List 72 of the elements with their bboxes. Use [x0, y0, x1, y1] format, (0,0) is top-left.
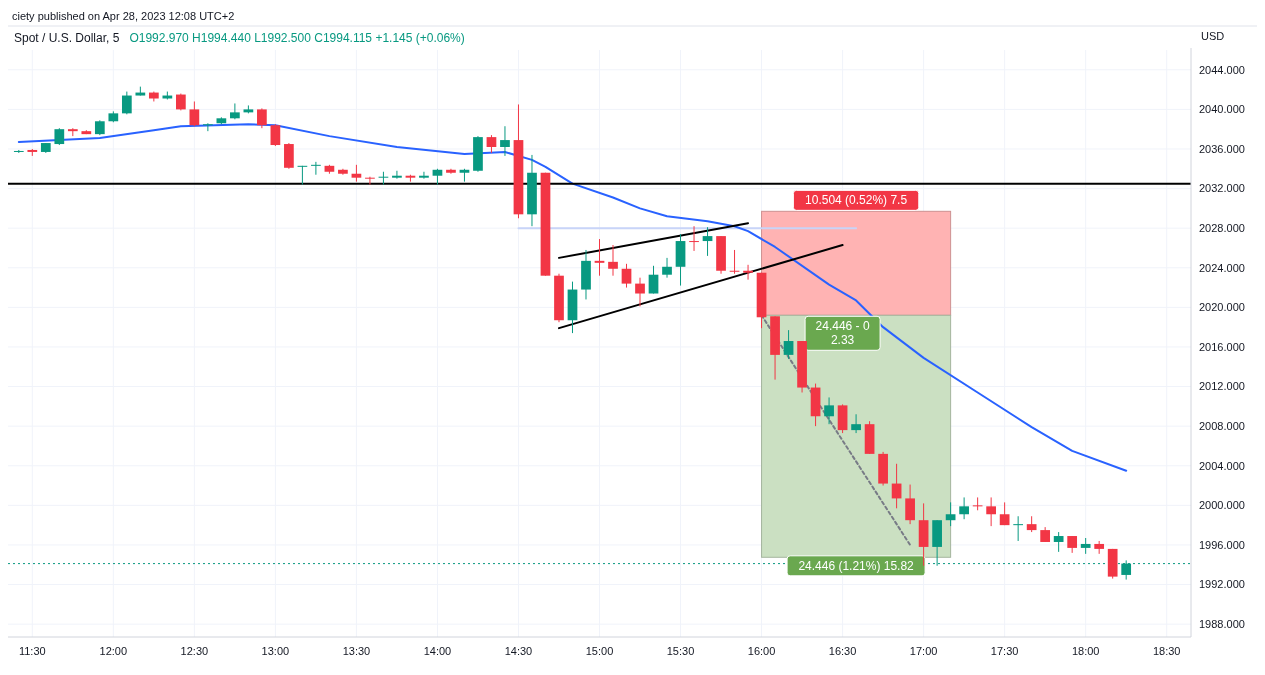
candlestick — [959, 496, 969, 520]
x-tick-label: 12:30 — [180, 645, 209, 657]
x-tick-label: 17:30 — [990, 645, 1019, 657]
x-tick-label: 16:30 — [828, 645, 857, 657]
y-tick-label: 2028.000 — [1199, 222, 1245, 235]
line-series — [17, 123, 1128, 472]
candlestick — [121, 91, 132, 115]
y-tick-label: 2008.000 — [1199, 420, 1245, 433]
candlestick — [608, 244, 618, 277]
y-tick-label: 2000.000 — [1199, 499, 1245, 512]
x-tick-label: 15:00 — [585, 645, 614, 657]
y-tick-label: 2004.000 — [1199, 459, 1245, 472]
annotation: 24.446 - 0 2.33 — [815, 319, 870, 348]
x-tick-label: 13:30 — [342, 645, 371, 657]
candlestick — [419, 171, 429, 180]
candlestick — [621, 263, 632, 289]
y-tick-label: 2044.000 — [1199, 63, 1245, 76]
candlestick — [203, 122, 213, 132]
y-tick-label: 1992.000 — [1199, 578, 1245, 591]
candlestick — [729, 249, 740, 275]
y-tick-label: 2020.000 — [1199, 301, 1245, 314]
candlestick — [189, 100, 200, 127]
candlestick — [689, 225, 699, 252]
text: ciety published on Apr 28, 2023 12:08 UTC+2 — [12, 10, 235, 22]
x-tick-label: 15:30 — [666, 645, 695, 657]
candlestick — [702, 226, 713, 257]
candlestick — [662, 257, 672, 279]
y-tick-label: 1996.000 — [1199, 538, 1245, 551]
candlestick — [824, 396, 834, 425]
x-tick-label: 18:00 — [1071, 645, 1100, 657]
y-tick-label: 2024.000 — [1199, 261, 1245, 274]
candlestick — [905, 484, 915, 525]
candlestick — [365, 176, 375, 186]
candlestick — [945, 501, 956, 527]
y-tick-label: 2036.000 — [1199, 142, 1245, 155]
x-tick-label: 16:00 — [747, 645, 776, 657]
candlestick — [851, 413, 861, 434]
candlestick — [986, 496, 996, 527]
candlestick — [270, 123, 281, 147]
annotation: 10.504 (0.52%) 7.5 — [805, 193, 908, 208]
candlestick — [1013, 515, 1023, 542]
y-tick-label: 2012.000 — [1199, 380, 1245, 393]
candlestick — [635, 277, 645, 307]
candlestick — [743, 264, 753, 281]
y-tick-label: 2032.000 — [1199, 182, 1245, 195]
candlestick — [378, 171, 389, 186]
candlestick — [392, 170, 402, 180]
y-tick-label: 1988.000 — [1199, 617, 1245, 630]
candlestick — [284, 142, 294, 170]
candlestick — [648, 265, 659, 295]
candlestick — [297, 165, 308, 186]
candlestick — [972, 496, 983, 511]
chart-subtitle: O1992.970 H1994.440 L1992.500 C1994.115 +1.145 (+0.06%) — [129, 31, 465, 45]
y-axis-title: USD — [1201, 30, 1225, 42]
candlestick — [783, 329, 794, 360]
annotation: 24.446 (1.21%) 15.82 — [798, 558, 915, 573]
candlestick — [1053, 531, 1064, 553]
candlestick — [311, 161, 321, 176]
chart-title: Spot / U.S. Dollar, 5 — [14, 31, 120, 45]
x-tick-label: 18:30 — [1152, 645, 1181, 657]
x-tick-label: 14:30 — [504, 645, 533, 657]
x-tick-label: 11:30 — [18, 645, 46, 657]
candlestick — [257, 107, 267, 129]
x-tick-label: 14:00 — [423, 645, 452, 657]
y-tick-label: 2016.000 — [1199, 340, 1245, 353]
x-tick-label: 17:00 — [909, 645, 938, 657]
candlestick — [230, 102, 240, 120]
x-tick-label: 12:00 — [99, 645, 128, 657]
x-tick-label: 13:00 — [261, 645, 290, 657]
candlestick — [594, 238, 605, 277]
y-tick-label: 2040.000 — [1199, 103, 1245, 116]
candlestick — [500, 125, 510, 157]
